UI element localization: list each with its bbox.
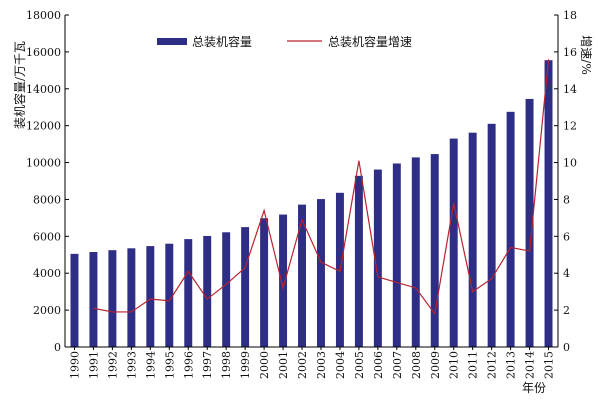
bar-2005	[354, 175, 363, 347]
x-tick-label: 1990	[68, 351, 81, 379]
bar-2007	[392, 163, 401, 347]
y2-axis-title: 增速/%	[579, 35, 593, 74]
y-right-tick-label: 10	[563, 157, 577, 170]
bar-1999	[241, 227, 250, 347]
x-tick-label: 2005	[353, 351, 366, 379]
bar-1990	[70, 253, 79, 347]
bar-1996	[184, 239, 193, 347]
bar-1995	[165, 243, 174, 347]
legend-bar-label: 总装机容量	[192, 34, 252, 49]
y-right-ticks: 0 2 4 6 8 10 12 14 16 18	[554, 9, 577, 354]
legend-line-label: 总装机容量增速	[328, 34, 412, 49]
bar-1992	[108, 250, 117, 347]
y-right-tick-label: 8	[563, 193, 570, 206]
y-right-tick-label: 18	[563, 9, 577, 22]
bar-2010	[449, 138, 458, 347]
y-right-tick-label: 6	[563, 230, 570, 243]
bars	[70, 60, 553, 347]
y-right-tick-label: 4	[563, 267, 570, 280]
bar-1991	[89, 252, 98, 347]
x-tick-label: 2012	[486, 351, 499, 379]
x-axis-title: 年份	[522, 381, 546, 395]
y-left-tick-label: 14000	[26, 83, 61, 96]
y-left-tick-label: 6000	[33, 230, 61, 243]
bar-2000	[260, 218, 269, 347]
y-right-tick-label: 14	[563, 83, 577, 96]
x-tick-label: 1992	[106, 351, 119, 379]
x-tick-label: 2008	[410, 351, 423, 379]
bar-1994	[146, 246, 155, 347]
y-left-tick-label: 10000	[26, 157, 61, 170]
y-left-tick-label: 0	[54, 341, 61, 354]
bar-2009	[430, 154, 439, 347]
x-tick-label: 1993	[125, 351, 138, 379]
x-tick-label: 2015	[543, 351, 556, 379]
growth-line-group	[93, 59, 550, 316]
x-tick-label: 2000	[258, 351, 271, 379]
y-left-tick-label: 4000	[33, 267, 61, 280]
x-tick-label: 2007	[391, 351, 404, 379]
y-right-tick-label: 16	[563, 46, 577, 59]
y-left-ticks: 0 2000 4000 6000 8000 10000 12000 14000 16000 180…	[26, 9, 69, 354]
y-right-tick-label: 0	[563, 341, 570, 354]
y-left-tick-label: 8000	[33, 193, 61, 206]
x-tick-label: 1995	[163, 351, 176, 379]
bar-2011	[468, 132, 477, 347]
x-tick-label: 2006	[372, 351, 385, 379]
bar-2006	[373, 169, 382, 347]
bar-2002	[298, 204, 306, 347]
y-axis-title: 装机容量/万千瓦	[12, 41, 27, 129]
x-tick-label: 1997	[201, 351, 214, 379]
bar-1997	[203, 235, 212, 347]
x-tick-label: 2011	[467, 351, 480, 379]
x-ticks: 1990 1991 1992 1993 1994 1995 1996 1997 1998 1999…	[68, 347, 556, 379]
bar-2015	[544, 60, 553, 347]
y-left-tick-label: 18000	[26, 9, 61, 22]
bar-2001	[279, 214, 288, 347]
y-right-tick-label: 12	[563, 120, 577, 133]
growth-line	[93, 59, 550, 316]
x-tick-label: 2001	[277, 351, 290, 379]
y-left-tick-label: 2000	[33, 304, 61, 317]
y-left-tick-label: 12000	[26, 120, 61, 133]
bar-2008	[411, 157, 420, 347]
x-tick-label: 1999	[239, 351, 252, 379]
x-tick-label: 2013	[505, 351, 518, 379]
x-tick-label: 1991	[87, 351, 100, 379]
x-tick-label: 2003	[315, 351, 328, 379]
bar-2003	[317, 199, 325, 347]
x-tick-label: 1998	[220, 351, 233, 379]
x-tick-label: 2009	[429, 351, 442, 379]
x-tick-label: 2014	[524, 351, 537, 379]
x-tick-label: 1996	[182, 351, 195, 379]
x-tick-label: 2010	[448, 351, 461, 379]
y-left-tick-label: 16000	[26, 46, 61, 59]
bar-1998	[222, 232, 231, 347]
x-tick-label: 2002	[296, 351, 309, 379]
bar-2012	[487, 123, 496, 347]
bar-2014	[525, 98, 534, 347]
x-tick-label: 2004	[334, 351, 347, 379]
bar-1993	[127, 248, 136, 347]
y-right-tick-label: 2	[563, 304, 570, 317]
bar-2013	[506, 111, 515, 347]
legend: 总装机容量 总装机容量增速	[157, 34, 412, 49]
legend-bar-swatch	[157, 38, 187, 45]
x-tick-label: 1994	[144, 351, 157, 379]
